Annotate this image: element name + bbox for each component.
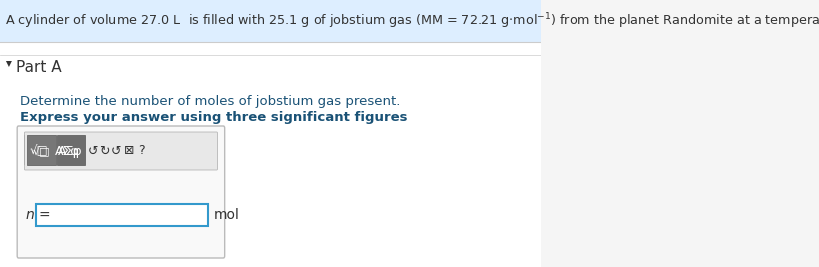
Text: ⊠: ⊠ — [124, 144, 135, 158]
FancyBboxPatch shape — [57, 135, 84, 165]
FancyBboxPatch shape — [53, 135, 81, 165]
FancyBboxPatch shape — [27, 135, 57, 165]
FancyBboxPatch shape — [0, 0, 541, 42]
Text: √□: √□ — [29, 144, 48, 158]
Text: AΣφ: AΣφ — [58, 144, 83, 158]
Text: ?: ? — [138, 144, 145, 158]
FancyBboxPatch shape — [36, 204, 208, 226]
Text: mol: mol — [214, 208, 239, 222]
Text: ↺: ↺ — [111, 144, 121, 158]
Polygon shape — [6, 61, 12, 67]
FancyBboxPatch shape — [17, 126, 224, 258]
FancyBboxPatch shape — [25, 132, 217, 170]
Text: A cylinder of volume 27.0 L  is filled with 25.1 g of jobstium gas (MM = 72.21 g: A cylinder of volume 27.0 L is filled wi… — [5, 11, 819, 31]
Text: √□: √□ — [33, 146, 51, 156]
Text: ↺: ↺ — [88, 144, 97, 158]
Text: $n$ =: $n$ = — [25, 208, 51, 222]
FancyBboxPatch shape — [0, 42, 541, 267]
Text: Determine the number of moles of jobstium gas present.: Determine the number of moles of jobstiu… — [20, 95, 400, 108]
FancyBboxPatch shape — [25, 135, 53, 165]
Text: Part A: Part A — [16, 61, 61, 76]
Text: Express your answer using three significant figures: Express your answer using three signific… — [20, 112, 407, 124]
Text: ↻: ↻ — [99, 144, 110, 158]
Text: AΣφ: AΣφ — [55, 144, 79, 158]
